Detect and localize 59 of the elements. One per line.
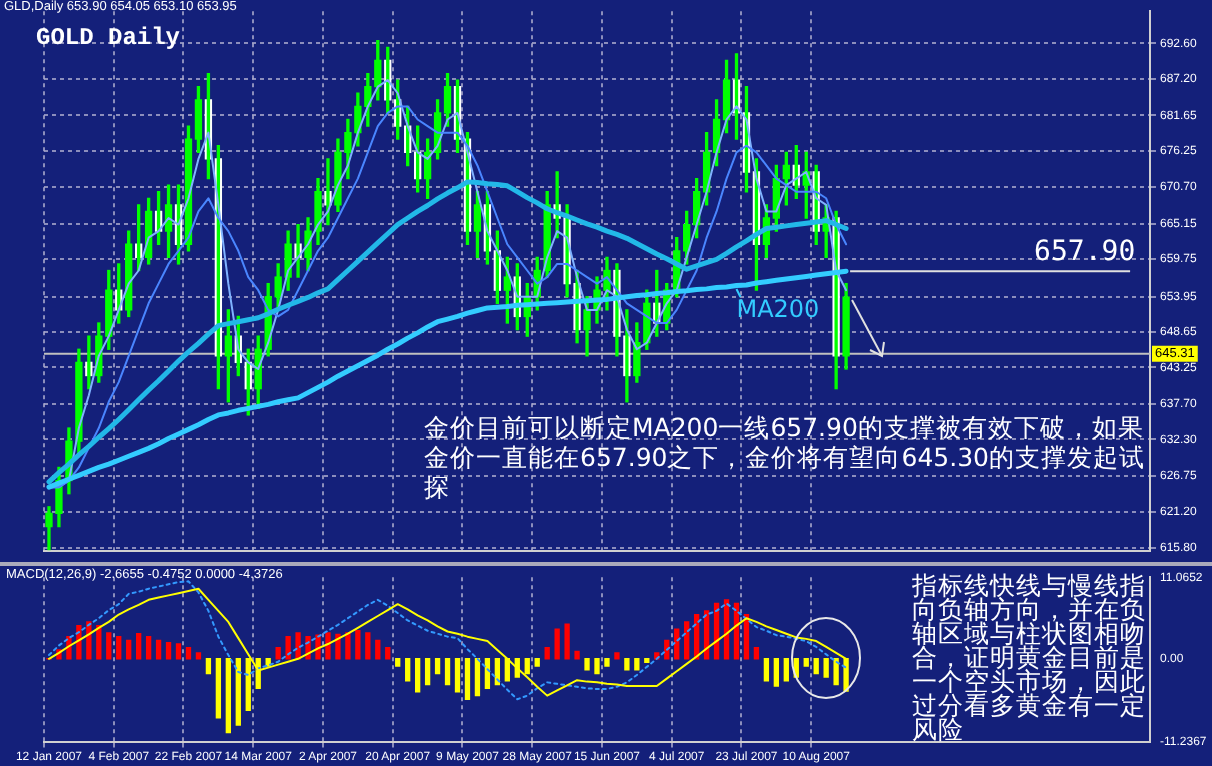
bar	[454, 658, 461, 693]
bar	[215, 658, 222, 719]
annotation: 指标线快线与慢线指向负轴方向，并在负轴区域与柱状图相吻合，证明黄金目前是一个空头市场，因此过分看多黄金有一定风险	[912, 570, 1148, 744]
bar	[235, 658, 241, 726]
bar	[136, 633, 142, 660]
bar	[574, 650, 580, 660]
bar	[155, 639, 162, 660]
bar	[634, 658, 640, 671]
bar	[365, 632, 371, 660]
bar	[584, 658, 590, 671]
bar	[345, 632, 351, 660]
bar	[355, 630, 361, 660]
bar	[385, 647, 391, 660]
bar	[405, 658, 411, 682]
bar	[783, 658, 789, 682]
bar	[205, 658, 212, 675]
bar	[375, 639, 381, 660]
bar	[554, 628, 560, 660]
bar	[116, 635, 122, 660]
bar	[325, 632, 331, 660]
legend-label: MA200	[736, 295, 820, 324]
ref-line-label: 657.90	[1034, 236, 1136, 269]
bar	[145, 635, 152, 660]
annotation: 金价目前可以断定MA200一线657.90的支撑被有效下破，如果金价一直能在657.90之下，金价将有望向645.30的支撑发起试探	[424, 412, 1147, 502]
bar	[524, 658, 530, 675]
bar	[285, 635, 291, 660]
bar	[464, 658, 471, 700]
text: GOLD Daily	[36, 24, 181, 52]
bar	[803, 658, 809, 667]
bar	[604, 658, 610, 667]
bar	[395, 658, 401, 667]
bar	[474, 658, 481, 697]
bar	[414, 658, 421, 693]
bar	[534, 658, 540, 667]
bar	[165, 641, 172, 660]
bar	[424, 658, 431, 686]
bar	[335, 633, 341, 660]
bar	[106, 632, 112, 660]
bar	[763, 658, 770, 682]
bar	[823, 658, 829, 678]
bar	[544, 647, 550, 660]
bar	[564, 623, 570, 660]
bar	[434, 658, 441, 675]
bar	[753, 647, 760, 660]
bar	[185, 647, 192, 660]
bar	[813, 658, 819, 675]
bar	[624, 658, 630, 671]
bar	[126, 639, 132, 660]
bar	[175, 643, 182, 660]
bar	[195, 652, 202, 660]
bar	[504, 658, 510, 682]
bar	[225, 658, 231, 734]
bar	[444, 658, 451, 686]
bar	[594, 658, 600, 675]
bar	[833, 658, 839, 686]
bar	[614, 652, 620, 660]
bar	[644, 658, 650, 664]
bar	[773, 658, 780, 687]
bar	[275, 647, 281, 660]
